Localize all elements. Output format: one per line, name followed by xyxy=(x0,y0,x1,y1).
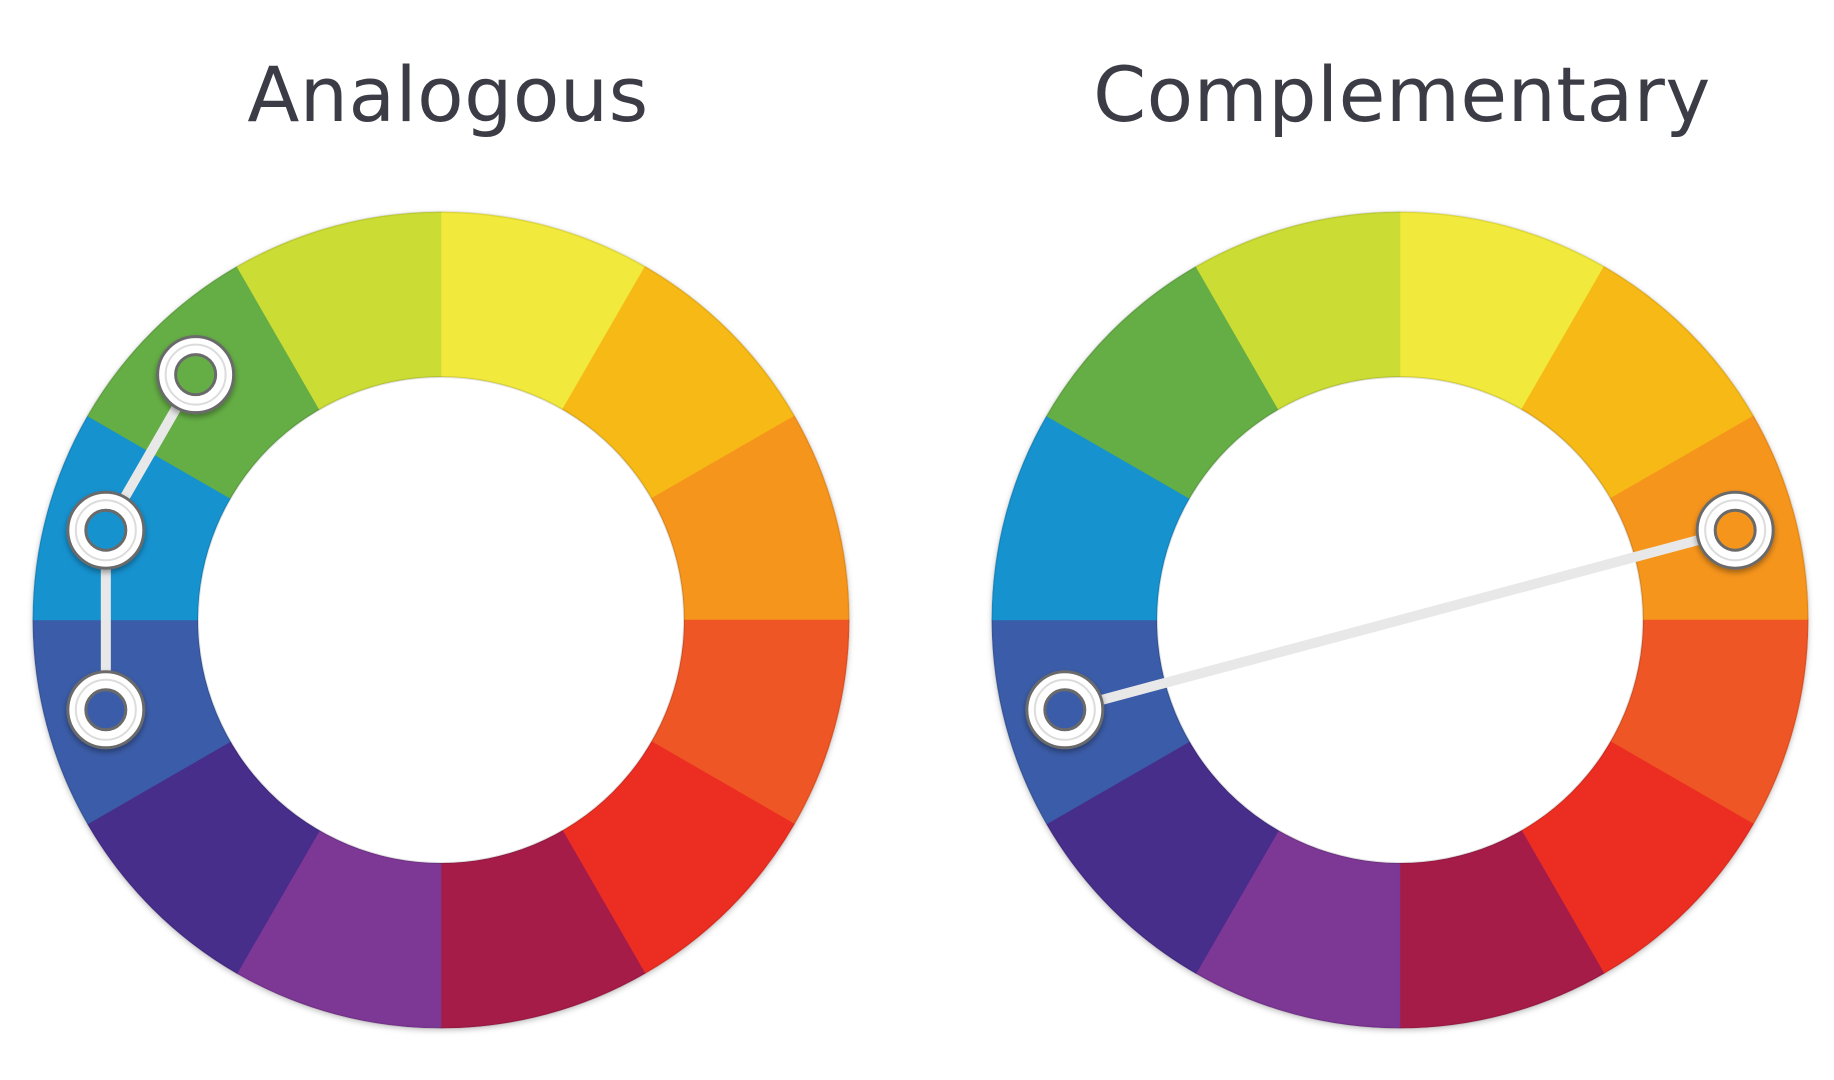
color-ring xyxy=(991,211,1809,1029)
ring-inner-hole xyxy=(197,376,685,864)
marker-swatch xyxy=(1713,508,1757,552)
ring-outer-edge xyxy=(32,211,850,1029)
marker-swatch xyxy=(1043,688,1087,732)
connector-line xyxy=(1059,525,1741,715)
marker-green[interactable] xyxy=(156,335,236,415)
marker-orange[interactable] xyxy=(1695,490,1775,570)
marker-ring-shade xyxy=(74,678,137,741)
color-ring xyxy=(32,211,850,1029)
marker-blue-green[interactable] xyxy=(66,490,146,570)
complementary-color-wheel xyxy=(991,211,1809,1029)
ring-outer-edge xyxy=(991,211,1809,1029)
marker-swatch xyxy=(84,508,128,552)
marker-ring-shade xyxy=(1704,499,1767,562)
marker-ring-shade xyxy=(164,343,227,406)
marker-blue[interactable] xyxy=(66,670,146,750)
marker-blue[interactable] xyxy=(1025,670,1105,750)
marker-swatch xyxy=(174,353,218,397)
analogous-title: Analogous xyxy=(247,50,649,139)
marker-swatch xyxy=(84,688,128,732)
complementary-title: Complementary xyxy=(1093,50,1711,139)
analogous-color-wheel xyxy=(32,211,850,1029)
marker-ring-shade xyxy=(1033,678,1096,741)
marker-ring-shade xyxy=(74,499,137,562)
